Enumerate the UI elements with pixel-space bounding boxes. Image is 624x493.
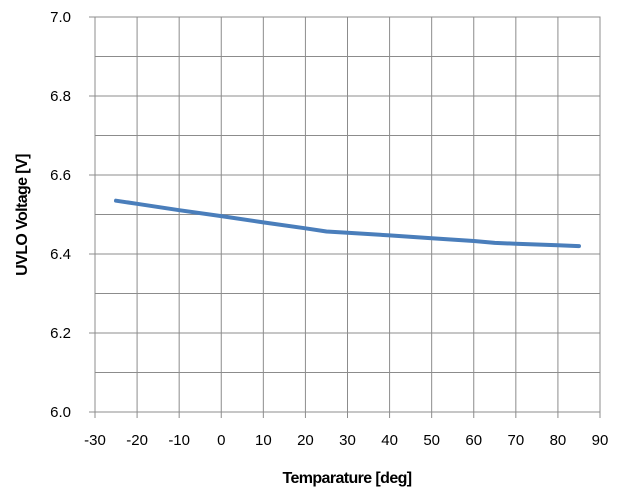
x-axis-title: Temparature [deg] xyxy=(282,470,411,487)
axes xyxy=(89,16,601,418)
y-tick-label: 7.0 xyxy=(50,9,71,26)
x-tick-label: 20 xyxy=(297,432,314,449)
x-tick-label: 80 xyxy=(550,432,567,449)
series-group xyxy=(114,198,581,249)
y-axis-title: UVLO Voltage [V] xyxy=(14,154,31,276)
y-tick-label: 6.2 xyxy=(50,325,71,342)
y-tick-label: 6.8 xyxy=(50,88,71,105)
x-tick-label: 90 xyxy=(592,432,609,449)
x-tick-label: -30 xyxy=(84,432,106,449)
y-tick-label: 6.6 xyxy=(50,167,71,184)
x-tick-label: 60 xyxy=(465,432,482,449)
x-tick-label: -10 xyxy=(168,432,190,449)
x-tick-label: 70 xyxy=(507,432,524,449)
x-tick-labels: -30 -20 -10 0 10 20 30 40 50 60 70 80 90 xyxy=(84,432,608,449)
y-tick-labels: 6.0 6.2 6.4 6.6 6.8 7.0 xyxy=(50,9,71,421)
y-tick-label: 6.0 xyxy=(50,404,71,421)
series-line xyxy=(114,198,581,249)
y-tick-label: 6.4 xyxy=(50,246,71,263)
x-tick-label: 40 xyxy=(381,432,398,449)
x-tick-label: 30 xyxy=(339,432,356,449)
grid-lines xyxy=(95,17,600,412)
x-tick-label: 10 xyxy=(255,432,272,449)
x-tick-label: -20 xyxy=(126,432,148,449)
x-tick-label: 0 xyxy=(217,432,225,449)
x-tick-label: 50 xyxy=(423,432,440,449)
